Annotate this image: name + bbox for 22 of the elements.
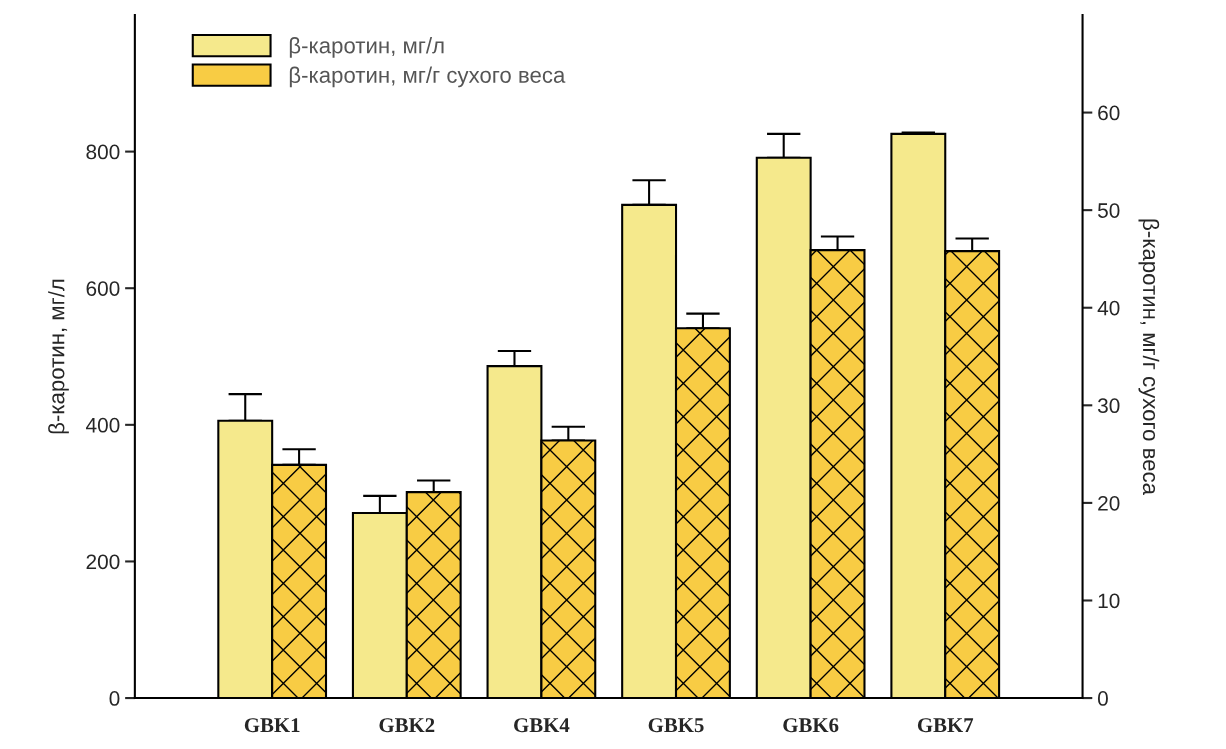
y-tick-label: 600 (86, 281, 120, 296)
y2-tick-label: 10 (1098, 593, 1120, 609)
x-tick-label: GBK6 (783, 718, 839, 733)
x-tick-label: GBK7 (917, 718, 974, 733)
y2-tick-label: 20 (1098, 495, 1120, 511)
y-tick-label: 400 (86, 417, 120, 433)
x-tick-label: GBK4 (514, 718, 570, 733)
legend-label: β-каротин, мг/л (289, 37, 444, 58)
x-tick-label: GBK2 (379, 718, 435, 733)
y2-tick-label: 50 (1097, 203, 1120, 218)
y-tick-label: 200 (86, 554, 120, 570)
y-axis-title: β-каротин, мг/л (48, 279, 69, 434)
y2-axis-title: β-каротин, мг/г сухого веса (1138, 219, 1160, 496)
y-tick-label: 800 (86, 144, 120, 160)
legend-label: β-каротин, мг/г сухого веса (289, 66, 566, 88)
y2-tick-label: 60 (1098, 105, 1120, 121)
x-tick-label: GBK5 (648, 718, 704, 733)
y-tick-label: 0 (109, 691, 120, 706)
y2-tick-label: 0 (1097, 691, 1108, 706)
y2-tick-label: 40 (1097, 300, 1120, 316)
x-tick-label: GBK1 (244, 718, 300, 733)
y2-tick-label: 30 (1097, 398, 1120, 414)
